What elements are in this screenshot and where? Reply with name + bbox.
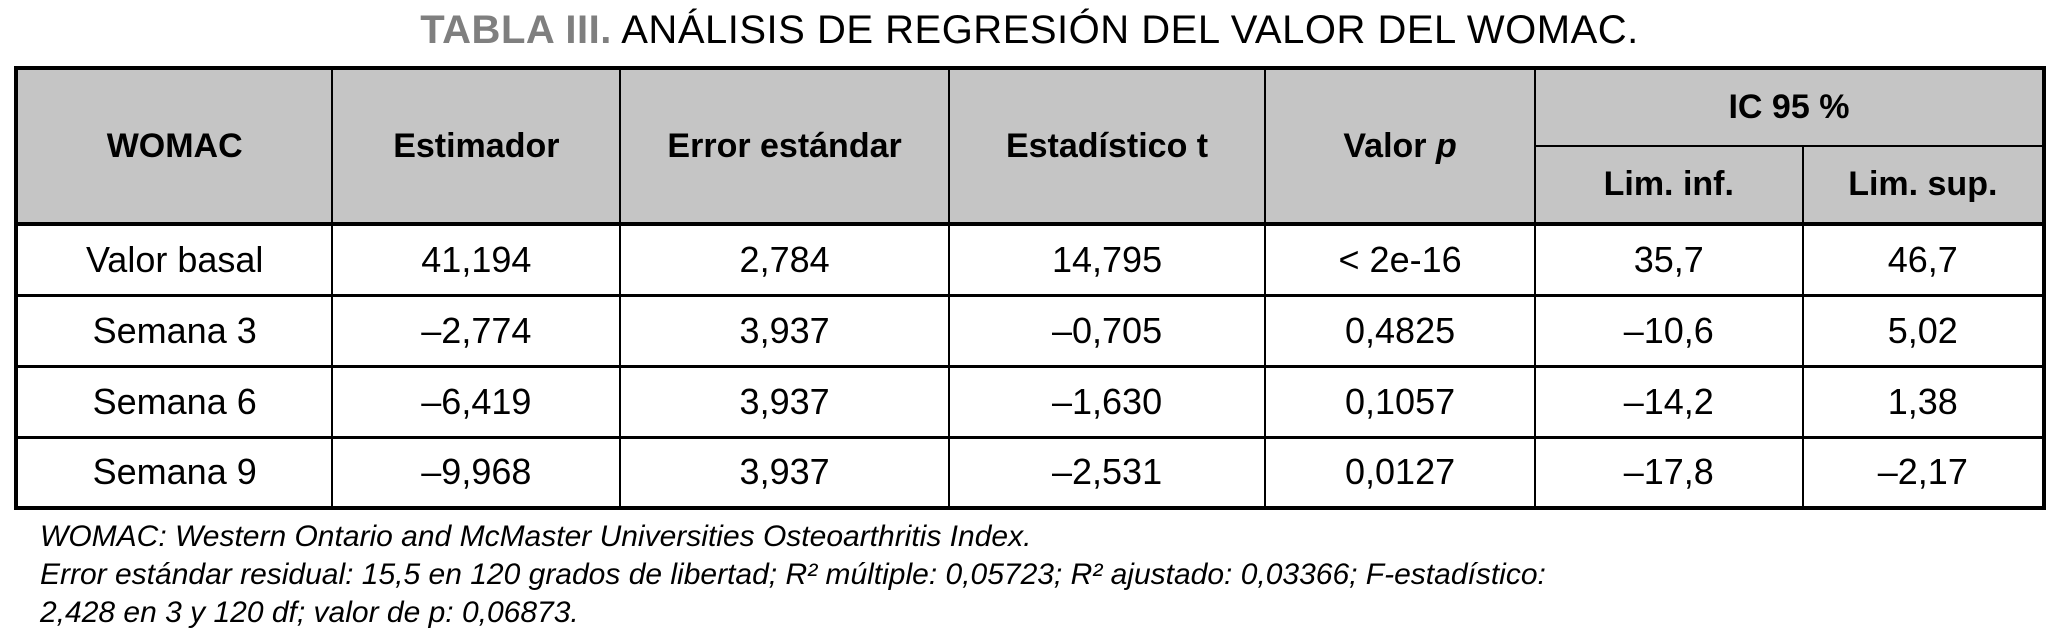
table-cell: –2,774 <box>331 293 622 367</box>
table-cell: 0,4825 <box>1264 293 1536 367</box>
col-header-estimador: Estimador <box>331 67 622 225</box>
table-title-text: ANÁLISIS DE REGRESIÓN DEL VALOR DEL WOMA… <box>611 8 1639 52</box>
table-cell: –2,531 <box>947 435 1267 509</box>
table-cell: –14,2 <box>1533 364 1804 438</box>
valor-p-italic: p <box>1435 126 1457 165</box>
table-row-valor-basal: Valor basal 41,194 2,784 14,795 < 2e-16 … <box>14 222 2046 296</box>
table-cell: –9,968 <box>331 435 622 509</box>
table-cell: Semana 9 <box>14 435 334 509</box>
footnote-line-stats-1: Error estándar residual: 15,5 en 120 gra… <box>40 558 1546 591</box>
table-cell: –0,705 <box>947 293 1267 367</box>
col-header-estadistico-t: Estadístico t <box>947 67 1267 225</box>
footnote-line-womac: WOMAC: Western Ontario and McMaster Univ… <box>40 520 1032 553</box>
header-row-sub: Lim. inf. Lim. sup. <box>16 145 2046 225</box>
table-cell: 14,795 <box>947 222 1267 296</box>
table-cell: Semana 3 <box>14 293 334 367</box>
table-row-semana-3: Semana 3 –2,774 3,937 –0,705 0,4825 –10,… <box>14 293 2046 367</box>
col-header-valor-p: Valor p <box>1264 67 1536 225</box>
table-cell: –1,630 <box>947 364 1267 438</box>
table-cell: Valor basal <box>14 222 334 296</box>
table-number-label: TABLA III. <box>420 8 612 52</box>
table-cell: 5,02 <box>1801 293 2046 367</box>
table-cell: 2,784 <box>619 222 950 296</box>
col-header-error-estandar: Error estándar <box>619 67 950 225</box>
table-cell: 46,7 <box>1801 222 2046 296</box>
table-cell: 3,937 <box>619 364 950 438</box>
header-row-top: WOMAC Estimador Error estándar Estadísti… <box>14 67 2046 225</box>
table-cell: –6,419 <box>331 364 622 438</box>
col-header-ic95: IC 95 % <box>1533 67 2046 147</box>
table-cell: 3,937 <box>619 293 950 367</box>
table-cell: 35,7 <box>1533 222 1804 296</box>
table-cell: 0,1057 <box>1264 364 1536 438</box>
table-cell: 0,0127 <box>1264 435 1536 509</box>
col-header-lim-inf: Lim. inf. <box>1533 145 1804 225</box>
regression-table: WOMAC Estimador Error estándar Estadísti… <box>14 66 2046 510</box>
col-header-lim-sup: Lim. sup. <box>1801 145 2046 225</box>
table-cell: –17,8 <box>1533 435 1804 509</box>
page-title: TABLA III. ANÁLISIS DE REGRESIÓN DEL VAL… <box>0 8 2059 53</box>
table-cell: 1,38 <box>1801 364 2046 438</box>
footnote-line-stats-2: 2,428 en 3 y 120 df; valor de p: 0,06873… <box>40 596 579 629</box>
table-cell: < 2e-16 <box>1264 222 1536 296</box>
table-cell: –2,17 <box>1801 435 2046 509</box>
table-row-semana-6: Semana 6 –6,419 3,937 –1,630 0,1057 –14,… <box>14 364 2046 438</box>
col-header-womac: WOMAC <box>14 67 334 225</box>
table-footnotes: WOMAC: Western Ontario and McMaster Univ… <box>40 518 2039 632</box>
table-cell: Semana 6 <box>14 364 334 438</box>
table-cell: 3,937 <box>619 435 950 509</box>
table-row-semana-9: Semana 9 –9,968 3,937 –2,531 0,0127 –17,… <box>14 435 2046 509</box>
table-cell: 41,194 <box>331 222 622 296</box>
table-cell: –10,6 <box>1533 293 1804 367</box>
valor-label: Valor <box>1343 126 1436 165</box>
